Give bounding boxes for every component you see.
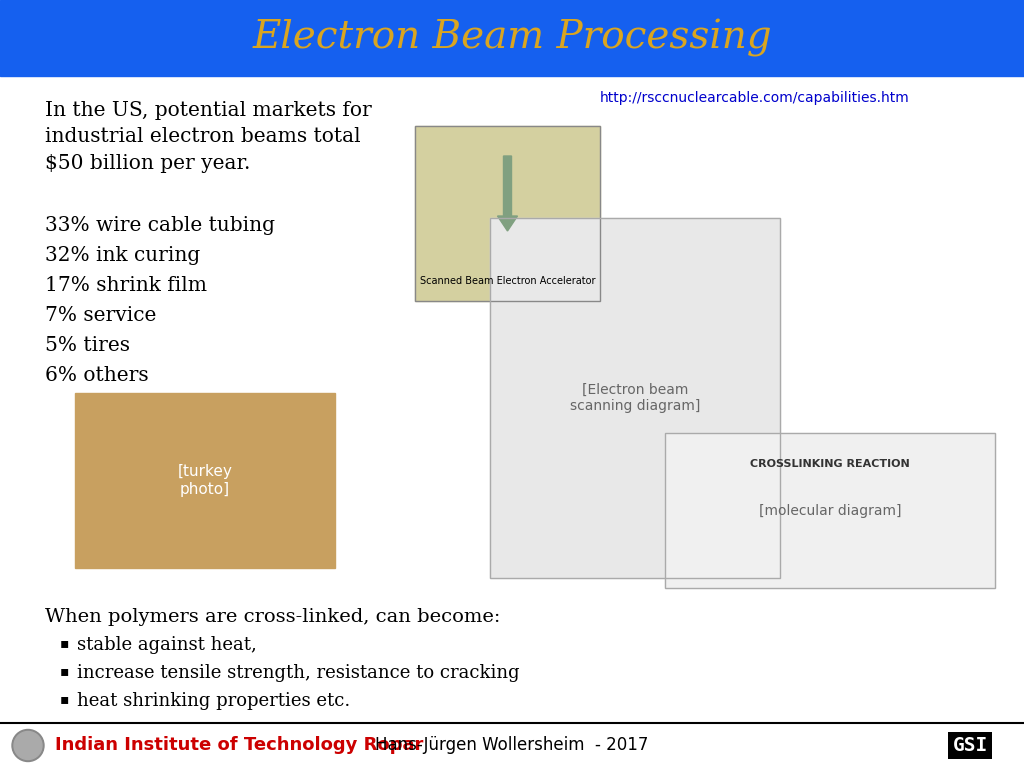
Text: heat shrinking properties etc.: heat shrinking properties etc. [77, 692, 350, 710]
Text: Hans-Jürgen Wollersheim  - 2017: Hans-Jürgen Wollersheim - 2017 [376, 737, 648, 754]
Bar [665, 433, 995, 588]
Text: [Electron beam
scanning diagram]: [Electron beam scanning diagram] [569, 383, 700, 413]
Text: 17% shrink film: 17% shrink film [45, 276, 207, 295]
Text: 32% ink curing: 32% ink curing [45, 246, 201, 265]
Text: ▪: ▪ [60, 664, 70, 678]
Bar [0, 723, 1024, 768]
Text: In the US, potential markets for
industrial electron beams total
$50 billion per: In the US, potential markets for industr… [45, 101, 372, 173]
Text: GSI: GSI [952, 736, 987, 755]
Text: http://rsccnuclearcable.com/capabilities.htm: http://rsccnuclearcable.com/capabilities… [600, 91, 909, 105]
Text: stable against heat,: stable against heat, [77, 636, 257, 654]
Text: [molecular diagram]: [molecular diagram] [759, 504, 901, 518]
Text: ▪: ▪ [60, 692, 70, 706]
Circle shape [12, 730, 44, 762]
Bar [415, 126, 600, 301]
Text: 33% wire cable tubing: 33% wire cable tubing [45, 216, 275, 235]
Text: increase tensile strength, resistance to cracking: increase tensile strength, resistance to… [77, 664, 519, 682]
Circle shape [14, 731, 42, 760]
Text: 7% service: 7% service [45, 306, 157, 325]
Bar [75, 393, 335, 568]
Text: CROSSLINKING REACTION: CROSSLINKING REACTION [751, 459, 910, 469]
Bar [0, 0, 1024, 76]
Text: ▪: ▪ [60, 636, 70, 650]
Text: When polymers are cross-linked, can become:: When polymers are cross-linked, can beco… [45, 608, 501, 626]
Bar [665, 433, 995, 588]
Text: 5% tires: 5% tires [45, 336, 130, 355]
FancyArrow shape [498, 156, 517, 231]
Text: GSI: GSI [952, 736, 987, 755]
Bar [490, 218, 780, 578]
Text: Indian Institute of Technology Ropar: Indian Institute of Technology Ropar [55, 737, 423, 754]
Text: [turkey
photo]: [turkey photo] [177, 465, 232, 497]
Text: Electron Beam Processing: Electron Beam Processing [252, 19, 772, 57]
Text: Scanned Beam Electron Accelerator: Scanned Beam Electron Accelerator [420, 276, 595, 286]
Bar [415, 126, 600, 301]
Bar [490, 218, 780, 578]
Text: 6% others: 6% others [45, 366, 148, 385]
